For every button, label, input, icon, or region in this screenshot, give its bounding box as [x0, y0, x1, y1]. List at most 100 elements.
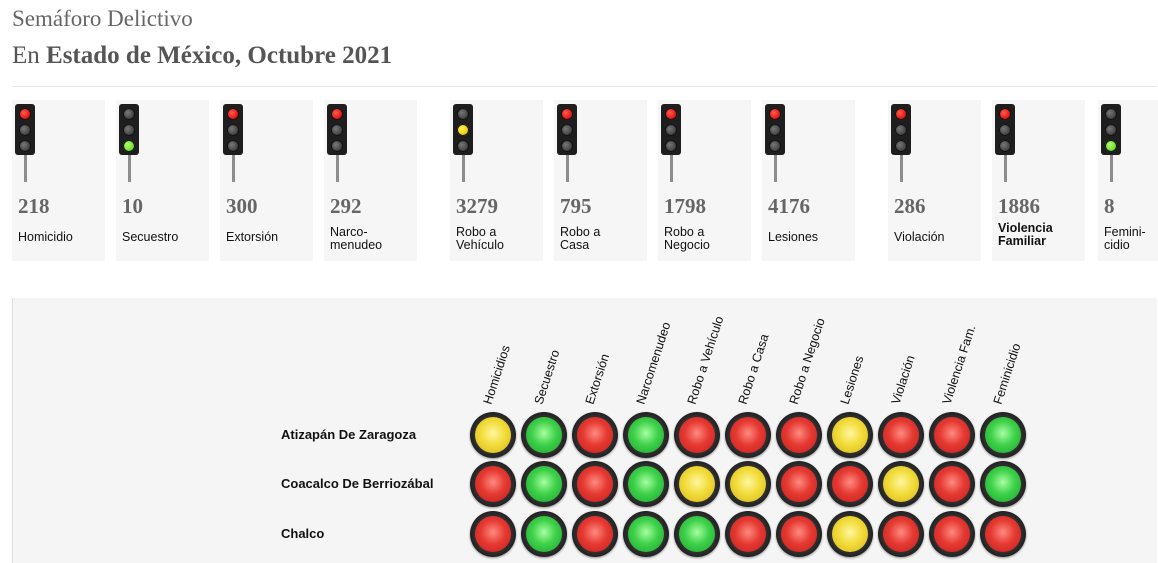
red-lamp [1105, 108, 1117, 120]
municipality-name: Chalco [281, 526, 325, 541]
traffic-light-icon [223, 104, 243, 155]
divider [12, 86, 1157, 87]
municipality-name: Atizapán De Zaragoza [281, 427, 417, 442]
status-light-fill [628, 516, 664, 552]
status-light-fill [832, 516, 868, 552]
indicator-label-line: Robo a [456, 225, 497, 239]
indicator-count: 1886 [998, 194, 1040, 218]
indicator-card: 292 Narco-menudeo [324, 100, 417, 261]
indicator-label: Robo a Negocio [664, 226, 710, 252]
status-light-red [725, 412, 771, 458]
status-light-red [776, 511, 822, 557]
status-light-fill [781, 466, 817, 502]
indicator-label-line: Femini- [1104, 225, 1146, 239]
status-light-red [929, 412, 975, 458]
red-lamp [227, 108, 239, 120]
status-light-red [929, 511, 975, 557]
yellow-lamp [999, 124, 1011, 136]
red-lamp [561, 108, 573, 120]
status-light-fill [883, 417, 919, 453]
status-light-red [878, 511, 924, 557]
status-light-red [470, 511, 516, 557]
status-light-red [827, 461, 873, 507]
indicator-label: Homicidio [18, 230, 73, 244]
indicator-label-line: Violencia [998, 221, 1053, 235]
traffic-light-icon [327, 104, 347, 155]
status-light-fill [985, 516, 1021, 552]
indicator-label-line: Robo a [560, 225, 601, 239]
status-light-fill [628, 466, 664, 502]
indicator-label-line: Casa [560, 238, 590, 252]
status-light-red [725, 511, 771, 557]
status-light-green [521, 412, 567, 458]
matrix-column-header: Secuestro [531, 348, 563, 406]
matrix-column-header: Robo a Vehículo [684, 314, 727, 406]
status-light-fill [577, 466, 613, 502]
indicator-label: Lesiones [768, 230, 819, 244]
matrix-column-header: Homicidios [480, 343, 513, 406]
title-prefix: En [12, 42, 47, 69]
panel-edge [12, 298, 13, 563]
green-lamp [457, 140, 469, 152]
status-light-green [980, 461, 1026, 507]
status-light-fill [475, 417, 511, 453]
status-light-yellow [827, 412, 873, 458]
yellow-lamp [457, 124, 469, 136]
status-light-green [521, 511, 567, 557]
status-light-fill [475, 516, 511, 552]
page-subtitle: Semáforo Delictivo [12, 6, 193, 31]
yellow-lamp [331, 124, 343, 136]
red-lamp [769, 108, 781, 120]
indicator-card: 795 Robo a Casa [554, 100, 647, 261]
status-light-yellow [827, 511, 873, 557]
status-light-fill [934, 466, 970, 502]
indicator-count: 795 [560, 194, 592, 218]
indicator-card: 300 Extorsión [220, 100, 313, 261]
yellow-lamp [895, 124, 907, 136]
indicator-label: Robo a Casa [560, 226, 600, 252]
traffic-light-pole [670, 155, 673, 182]
green-lamp [895, 140, 907, 152]
traffic-light-icon [1101, 104, 1121, 155]
traffic-light-pole [24, 155, 27, 182]
green-lamp [561, 140, 573, 152]
indicator-count: 292 [330, 194, 362, 218]
traffic-light-pole [1004, 155, 1007, 182]
yellow-lamp [123, 124, 135, 136]
green-lamp [123, 140, 135, 152]
status-light-fill [679, 516, 715, 552]
status-light-red [572, 412, 618, 458]
status-light-green [980, 412, 1026, 458]
indicator-label-line: Robo a [664, 225, 705, 239]
status-light-red [929, 461, 975, 507]
status-light-fill [883, 516, 919, 552]
status-light-fill [985, 466, 1021, 502]
status-light-green [521, 461, 567, 507]
status-light-fill [985, 417, 1021, 453]
status-light-fill [730, 417, 766, 453]
traffic-light-pole [232, 155, 235, 182]
indicator-label-line: Familiar [998, 234, 1046, 248]
status-light-fill [526, 417, 562, 453]
status-light-fill [883, 466, 919, 502]
traffic-light-icon [119, 104, 139, 155]
indicator-count: 300 [226, 194, 258, 218]
status-light-green [674, 511, 720, 557]
indicator-count: 10 [122, 194, 143, 218]
traffic-light-pole [128, 155, 131, 182]
red-lamp [331, 108, 343, 120]
status-light-fill [730, 516, 766, 552]
indicator-label: Narco-menudeo [330, 226, 382, 252]
red-lamp [665, 108, 677, 120]
title-region: Estado de México, Octubre 2021 [46, 42, 393, 69]
indicator-label: Extorsión [226, 230, 279, 244]
status-light-yellow [674, 461, 720, 507]
matrix-column-header: Robo a Negocio [786, 316, 828, 406]
status-light-fill [526, 516, 562, 552]
red-lamp [457, 108, 469, 120]
indicator-label: Violación [894, 230, 945, 244]
green-lamp [1105, 140, 1117, 152]
traffic-light-pole [336, 155, 339, 182]
yellow-lamp [665, 124, 677, 136]
status-light-red [572, 511, 618, 557]
